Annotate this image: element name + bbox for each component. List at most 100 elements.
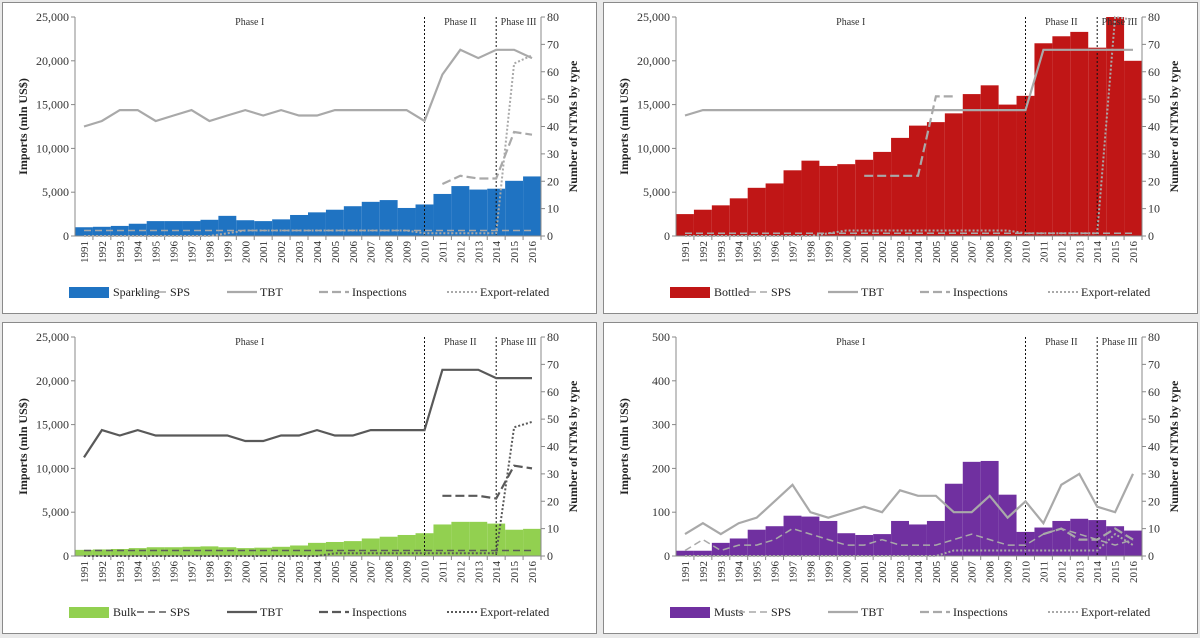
y2-tick-label: 30 — [547, 467, 559, 481]
x-tick-label: 2009 — [1003, 561, 1015, 584]
bar-bulk-1992 — [92, 549, 111, 556]
x-tick-label: 2002 — [276, 561, 288, 583]
bar-bulk-1999 — [218, 547, 237, 556]
bar-musts-2015 — [1106, 526, 1125, 556]
y2-tick-label: 0 — [547, 549, 553, 563]
x-tick-label: 2016 — [1128, 561, 1140, 584]
bar-sparkling-2011 — [433, 193, 452, 236]
bar-sparkling-1995 — [146, 221, 165, 236]
y2-tick-label: 80 — [547, 10, 559, 24]
x-tick-label: 1997 — [788, 241, 800, 264]
x-tick-label: 2000 — [240, 561, 252, 584]
bar-bulk-1997 — [182, 546, 201, 556]
bar-sparkling-2014 — [487, 188, 506, 236]
bar-sparkling-1998 — [200, 219, 219, 236]
phase-label: Phase III — [501, 17, 537, 28]
x-tick-label: 2010 — [1021, 561, 1033, 584]
y-tick-label: 5,000 — [42, 185, 69, 199]
bar-sparkling-2016 — [523, 176, 541, 236]
bar-sparkling-2010 — [415, 204, 434, 236]
x-tick-label: 2005 — [931, 241, 943, 264]
y-tick-label: 25,000 — [36, 330, 69, 344]
x-tick-label: 2006 — [949, 561, 961, 584]
x-tick-label: 2000 — [240, 241, 252, 264]
bar-musts-2005 — [926, 520, 945, 556]
x-tick-label: 1995 — [752, 241, 764, 264]
chart-panel-bottled: 0 5,000 10,000 15,000 20,000 25,000 0 10 20 30 40 5… — [603, 2, 1198, 314]
phase-label: Phase I — [235, 337, 264, 348]
y2-tick-label: 80 — [547, 330, 559, 344]
y-tick-label: 20,000 — [36, 54, 69, 68]
x-tick-label: 2013 — [1074, 241, 1086, 264]
x-tick-label: 1996 — [770, 561, 782, 584]
y-axis-title: Imports (mln US$) — [16, 78, 30, 175]
phase-label: Phase I — [836, 337, 865, 348]
x-tick-label: 2011 — [437, 241, 449, 263]
x-tick-label: 2014 — [491, 561, 503, 584]
legend-label-export-related: Export-related — [480, 285, 549, 299]
x-tick-label: 2001 — [258, 561, 270, 583]
bar-bottled-1999 — [819, 165, 838, 236]
bar-bulk-2014 — [487, 523, 506, 556]
bar-bulk-1991 — [75, 549, 93, 556]
x-tick-label: 1998 — [204, 561, 216, 584]
bar-musts-2004 — [909, 524, 927, 556]
x-tick-label: 2012 — [455, 241, 467, 263]
x-tick-label: 2006 — [348, 241, 360, 264]
bar-bulk-2006 — [343, 541, 362, 556]
bar-bottled-1993 — [711, 205, 730, 236]
bar-bulk-2016 — [523, 528, 541, 556]
phase-label: Phase II — [1045, 17, 1078, 28]
y-tick-label: 10,000 — [637, 141, 670, 155]
x-tick-label: 2007 — [967, 561, 979, 584]
y2-tick-label: 20 — [547, 174, 559, 188]
legend-label-export-related: Export-related — [480, 605, 549, 619]
y2-tick-label: 10 — [547, 522, 559, 536]
y2-tick-label: 0 — [547, 229, 553, 243]
x-tick-label: 1997 — [788, 561, 800, 584]
bar-bottled-2013 — [1070, 31, 1089, 237]
bar-bulk-2000 — [236, 548, 255, 556]
x-tick-label: 2001 — [859, 241, 871, 263]
y2-tick-label: 60 — [547, 385, 559, 399]
y-tick-label: 15,000 — [36, 98, 69, 112]
x-tick-label: 2006 — [348, 561, 360, 584]
x-tick-label: 1995 — [151, 241, 163, 264]
x-tick-label: 2008 — [384, 241, 396, 264]
x-tick-label: 1992 — [97, 241, 109, 263]
bar-bottled-2006 — [944, 113, 963, 236]
y2-tick-label: 50 — [547, 412, 559, 426]
x-tick-label: 1997 — [187, 241, 199, 264]
legend-label-bottled: Bottled — [714, 285, 749, 299]
y2-tick-label: 20 — [547, 494, 559, 508]
bar-sparkling-1997 — [182, 221, 201, 236]
bar-sparkling-2004 — [308, 212, 326, 236]
phase-label: Phase I — [836, 17, 865, 28]
bar-musts-2006 — [944, 483, 963, 556]
x-tick-label: 2006 — [949, 241, 961, 264]
y2-tick-label: 20 — [1148, 174, 1160, 188]
y2-tick-label: 70 — [547, 357, 559, 371]
legend-swatch-bulk — [69, 607, 109, 618]
y2-tick-label: 40 — [547, 440, 559, 454]
x-tick-label: 2010 — [420, 561, 432, 584]
bar-bulk-1996 — [164, 547, 183, 556]
series-line-tbt — [684, 48, 1133, 117]
legend-label-inspections: Inspections — [953, 605, 1008, 619]
y-tick-label: 15,000 — [637, 98, 670, 112]
bar-sparkling-1991 — [75, 227, 93, 236]
x-tick-label: 1996 — [169, 561, 181, 584]
bar-bottled-2007 — [962, 94, 981, 236]
y-tick-label: 25,000 — [637, 10, 670, 24]
phase-label: Phase III — [1102, 17, 1138, 28]
x-tick-label: 2009 — [402, 241, 414, 264]
x-tick-label: 1992 — [698, 561, 710, 583]
legend-label-tbt: TBT — [260, 285, 283, 299]
legend-label-bulk: Bulk — [113, 605, 136, 619]
x-tick-label: 1994 — [133, 241, 145, 264]
y-tick-label: 25,000 — [36, 10, 69, 24]
chart-panel-musts: 0 100 200 300 400 500 0 10 20 30 40 50 60 70 80 1991 199… — [603, 322, 1198, 634]
bar-bulk-1995 — [146, 547, 165, 556]
y-tick-label: 10,000 — [36, 141, 69, 155]
legend-label-sps: SPS — [771, 285, 791, 299]
